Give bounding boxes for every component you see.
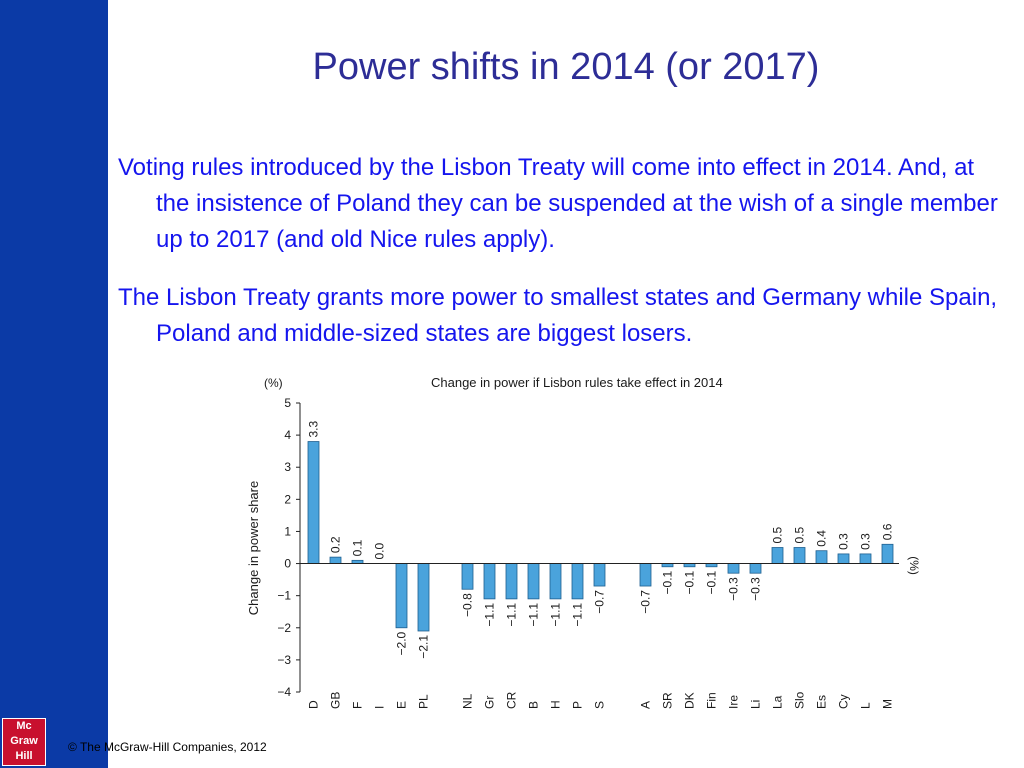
y-tick-label: 0 [284,557,291,571]
bar-value-label: 0.3 [837,533,851,550]
category-label: Fin [705,692,719,709]
bar-value-label: −0.1 [705,570,719,594]
y-tick-label: 2 [284,492,291,506]
bar-value-label: −2.0 [395,631,409,655]
bar [505,563,518,600]
bar [859,553,872,564]
y-tick-label: −2 [277,621,291,635]
bar-value-label: 0.6 [881,523,895,540]
y-tick-label: 1 [284,524,291,538]
bar [639,563,652,587]
category-label: E [395,701,409,709]
category-label: I [373,706,387,709]
bar-value-label: −1.1 [549,603,563,627]
category-label: DK [683,692,697,709]
y-unit-label: (%) [264,376,283,390]
value-unit-label: (%) [907,556,921,575]
bar-value-label: 0.5 [771,526,785,543]
bar [549,563,562,600]
category-label: Gr [483,696,497,709]
bar-value-label: −0.3 [749,577,763,601]
bar-value-label: 0.5 [793,526,807,543]
logo-line-2: Graw [10,735,38,747]
bar-value-label: 3.3 [307,421,321,438]
category-label: CR [505,691,519,709]
category-label: GB [329,692,343,709]
bar-value-label: 0.0 [373,543,387,560]
category-label: H [549,700,563,709]
power-change-chart: Change in power if Lisbon rules take eff… [246,375,921,709]
bullet-paragraph-2: The Lisbon Treaty grants more power to s… [118,284,998,347]
category-label: La [771,695,785,709]
y-axis-title: Change in power share [246,481,261,615]
bar-value-label: −0.3 [727,577,741,601]
y-tick-label: 5 [284,396,291,410]
bar [395,563,408,629]
bar-value-label: −0.7 [593,590,607,614]
bar [881,543,894,564]
left-accent-bar [0,0,108,768]
bar [483,563,496,600]
y-tick-label: −4 [277,685,291,699]
category-label: Es [815,695,829,709]
bar-value-label: −0.1 [661,570,675,594]
bar-value-label: 0.4 [815,530,829,547]
bar [461,563,474,590]
slide-body: Voting rules introduced by the Lisbon Tr… [118,150,1013,374]
bar [793,547,806,564]
bar-value-label: −0.7 [639,590,653,614]
category-label: L [859,702,873,709]
bar-value-label: −1.1 [483,603,497,627]
bar [837,553,850,564]
mcgraw-hill-logo: Mc Graw Hill [2,718,46,766]
y-tick-label: −3 [277,653,291,667]
logo-line-3: Hill [15,750,33,762]
category-label: D [307,700,321,709]
bar-value-label: −1.1 [527,603,541,627]
bar-value-label: −2.1 [417,635,431,659]
bar [307,441,320,564]
copyright-text: © The McGraw-Hill Companies, 2012 [68,740,267,754]
category-label: P [571,701,585,709]
bar [527,563,540,600]
category-label: M [881,699,895,709]
bar [727,563,740,574]
bar [815,550,828,564]
category-label: NL [461,693,475,709]
bar [571,563,584,600]
bar-value-label: −0.1 [683,570,697,594]
category-label: S [593,701,607,709]
bar [593,563,606,587]
category-label: Li [749,700,763,709]
bar-value-label: 0.2 [329,536,343,553]
category-label: Slo [793,691,807,709]
bar [771,547,784,564]
category-label: A [639,701,653,709]
bar-value-label: −1.1 [505,603,519,627]
category-label: Ire [727,695,741,709]
bar-value-label: −0.8 [461,593,475,617]
chart-title: Change in power if Lisbon rules take eff… [431,375,723,390]
bar [749,563,762,574]
logo-line-1: Mc [16,720,32,732]
bar-value-label: −1.1 [571,603,585,627]
bullet-paragraph-1: Voting rules introduced by the Lisbon Tr… [118,154,998,253]
bar-value-label: 0.3 [859,533,873,550]
category-label: PL [417,694,431,709]
category-label: Cy [837,694,851,709]
y-tick-label: 4 [284,428,291,442]
y-tick-label: −1 [277,589,291,603]
bar [329,556,342,564]
category-label: SR [661,692,675,709]
category-label: B [527,701,541,709]
y-tick-label: 3 [284,460,291,474]
bar [417,563,430,632]
slide-title: Power shifts in 2014 (or 2017) [312,46,820,88]
bar-value-label: 0.1 [351,539,365,556]
category-label: F [351,702,365,709]
